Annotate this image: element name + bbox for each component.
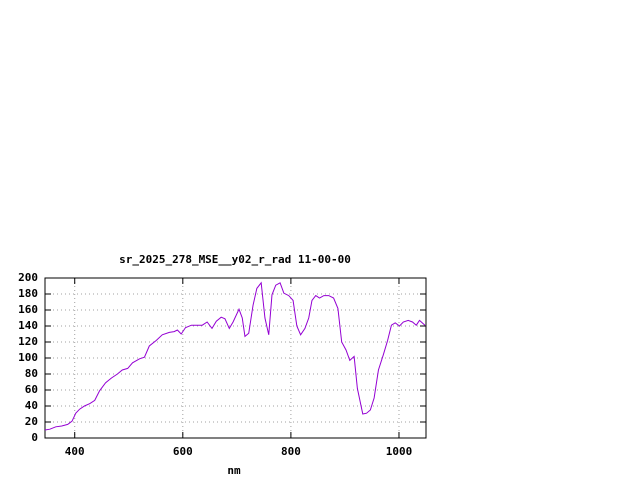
x-tick-label: 600	[173, 445, 193, 458]
y-tick-label: 60	[25, 383, 38, 396]
chart-title: sr_2025_278_MSE__y02_r_rad 11-00-00	[119, 253, 351, 266]
x-tick-label: 800	[281, 445, 301, 458]
y-tick-label: 40	[25, 399, 38, 412]
x-tick-label: 1000	[386, 445, 413, 458]
y-tick-label: 200	[18, 271, 38, 284]
y-tick-label: 100	[18, 351, 38, 364]
y-tick-label: 20	[25, 415, 38, 428]
y-tick-label: 80	[25, 367, 38, 380]
y-tick-label: 160	[18, 303, 38, 316]
x-axis-label: nm	[227, 464, 241, 477]
x-tick-label: 400	[65, 445, 85, 458]
y-tick-label: 140	[18, 319, 38, 332]
data-line	[44, 281, 426, 431]
y-tick-label: 180	[18, 287, 38, 300]
y-tick-label: 0	[31, 431, 38, 444]
y-tick-label: 120	[18, 335, 38, 348]
plot-frame	[44, 277, 427, 439]
